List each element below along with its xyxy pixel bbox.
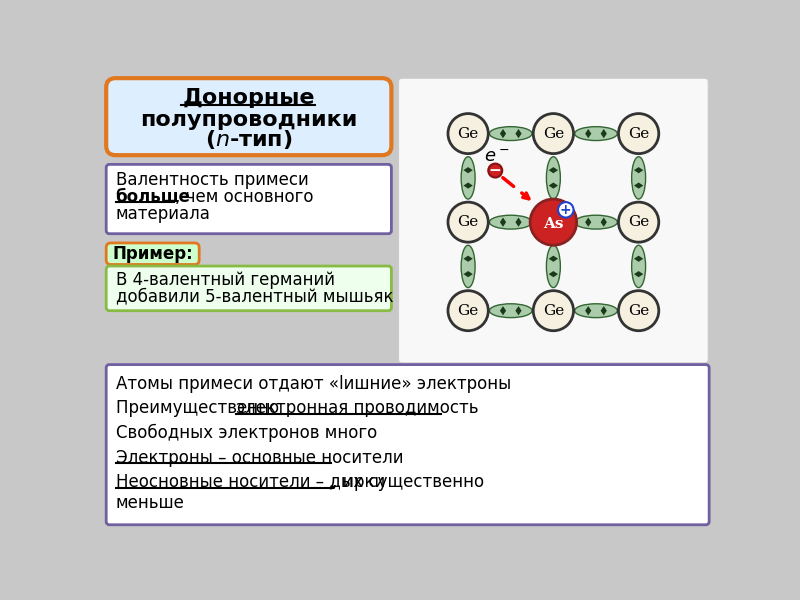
Text: материала: материала	[115, 205, 210, 223]
FancyBboxPatch shape	[106, 266, 391, 311]
Text: , чем основного: , чем основного	[175, 188, 314, 206]
Ellipse shape	[632, 245, 646, 287]
Text: Ge: Ge	[628, 127, 650, 140]
Polygon shape	[500, 129, 506, 138]
Polygon shape	[549, 182, 558, 188]
Text: Электроны – основные носители: Электроны – основные носители	[115, 449, 403, 467]
Circle shape	[534, 290, 574, 331]
Text: $e^-$: $e^-$	[484, 148, 510, 166]
Ellipse shape	[546, 245, 560, 287]
Ellipse shape	[574, 304, 618, 317]
Polygon shape	[634, 182, 643, 188]
Polygon shape	[549, 271, 558, 277]
Ellipse shape	[546, 157, 560, 199]
Text: полупроводники: полупроводники	[140, 110, 358, 130]
Ellipse shape	[461, 157, 475, 199]
FancyBboxPatch shape	[106, 243, 199, 265]
Text: Ge: Ge	[542, 304, 564, 318]
Polygon shape	[634, 256, 643, 262]
Text: Ge: Ge	[458, 215, 478, 229]
Text: Свободных электронов много: Свободных электронов много	[115, 424, 377, 442]
Circle shape	[534, 113, 574, 154]
Circle shape	[558, 202, 574, 218]
Circle shape	[618, 290, 658, 331]
FancyBboxPatch shape	[398, 78, 708, 363]
Text: добавили 5-валентный мышьяк: добавили 5-валентный мышьяк	[115, 288, 393, 306]
Polygon shape	[585, 129, 591, 138]
Polygon shape	[634, 167, 643, 173]
Ellipse shape	[574, 215, 618, 229]
Polygon shape	[515, 306, 522, 316]
Circle shape	[448, 290, 488, 331]
Polygon shape	[601, 218, 607, 227]
Text: −: −	[489, 163, 502, 178]
Text: Неосновные носители – дырки: Неосновные носители – дырки	[115, 473, 385, 491]
Polygon shape	[463, 182, 473, 188]
Ellipse shape	[490, 215, 532, 229]
Text: В 4-валентный германий: В 4-валентный германий	[115, 271, 334, 289]
Polygon shape	[585, 306, 591, 316]
Polygon shape	[463, 271, 473, 277]
Text: Ge: Ge	[542, 127, 564, 140]
Text: ($n$-тип): ($n$-тип)	[205, 128, 293, 151]
Text: Валентность примеси: Валентность примеси	[115, 171, 308, 189]
Polygon shape	[515, 129, 522, 138]
Polygon shape	[463, 167, 473, 173]
Text: Ge: Ge	[458, 127, 478, 140]
Circle shape	[448, 113, 488, 154]
Text: Атомы примеси отдают «lишние» электроны: Атомы примеси отдают «lишние» электроны	[115, 375, 510, 393]
Polygon shape	[601, 306, 607, 316]
Polygon shape	[549, 167, 558, 173]
Text: Ge: Ge	[628, 215, 650, 229]
Polygon shape	[500, 306, 506, 316]
Ellipse shape	[632, 157, 646, 199]
FancyBboxPatch shape	[106, 78, 391, 155]
Polygon shape	[500, 218, 506, 227]
Ellipse shape	[490, 127, 532, 140]
Circle shape	[448, 202, 488, 242]
Polygon shape	[601, 129, 607, 138]
Ellipse shape	[490, 304, 532, 317]
FancyBboxPatch shape	[106, 164, 391, 234]
Circle shape	[530, 199, 577, 245]
Text: больше: больше	[115, 188, 190, 206]
Text: меньше: меньше	[115, 494, 184, 512]
Text: Пример:: Пример:	[112, 245, 193, 263]
FancyBboxPatch shape	[106, 365, 709, 525]
Polygon shape	[585, 218, 591, 227]
Circle shape	[618, 202, 658, 242]
Text: электронная проводимость: электронная проводимость	[236, 400, 478, 418]
Polygon shape	[634, 271, 643, 277]
Text: +: +	[560, 203, 571, 217]
Text: , их существенно: , их существенно	[333, 473, 485, 491]
Text: Ge: Ge	[458, 304, 478, 318]
Polygon shape	[549, 256, 558, 262]
Polygon shape	[515, 218, 522, 227]
Text: Ge: Ge	[628, 304, 650, 318]
Ellipse shape	[574, 127, 618, 140]
Circle shape	[618, 113, 658, 154]
Text: As: As	[543, 217, 564, 230]
Circle shape	[488, 164, 502, 178]
Text: Преимущественно: Преимущественно	[115, 400, 284, 418]
Polygon shape	[463, 256, 473, 262]
Ellipse shape	[461, 245, 475, 287]
Text: Донорные: Донорные	[182, 88, 315, 108]
